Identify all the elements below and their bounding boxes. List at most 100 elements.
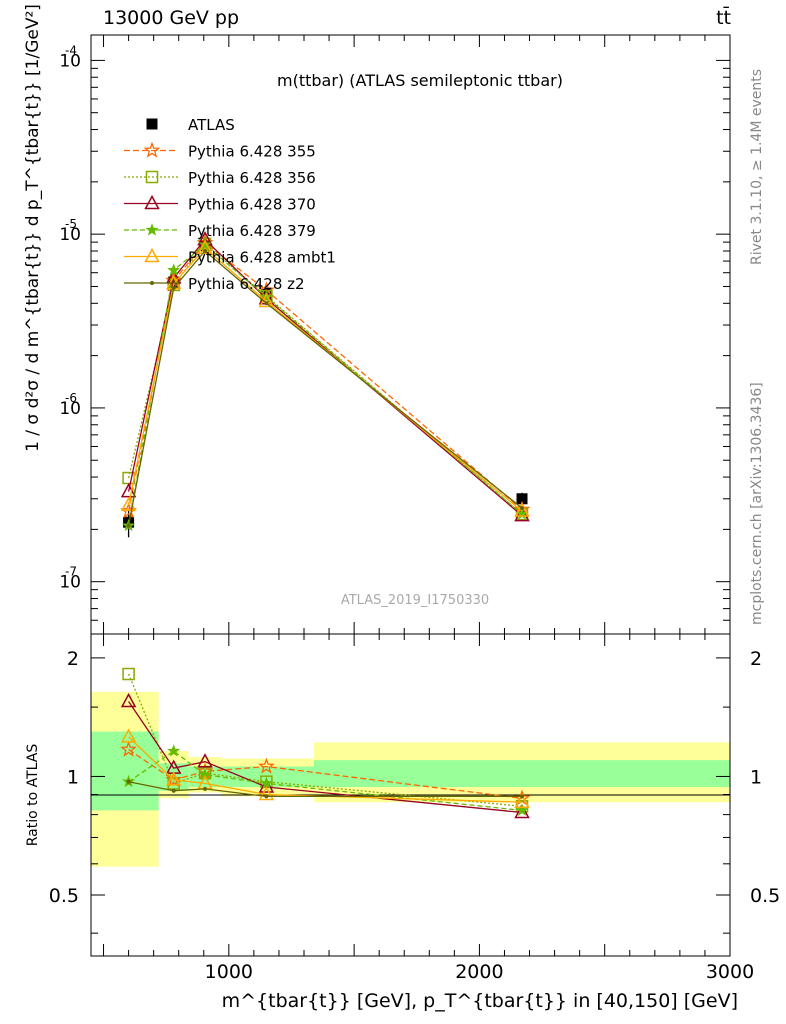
ratio-series-pythia-6-428-ambt1 bbox=[120, 728, 530, 808]
ratio-y-tick-label: 2 bbox=[67, 648, 79, 670]
data-point bbox=[171, 285, 176, 290]
legend-marker bbox=[150, 281, 154, 285]
x-tick-label: 2000 bbox=[455, 961, 503, 983]
data-point bbox=[167, 263, 181, 276]
main-y-tick-label: 10 bbox=[59, 399, 81, 419]
legend-marker bbox=[145, 170, 159, 184]
legend-entry: ATLAS bbox=[146, 116, 235, 134]
series-pythia-6-428-356 bbox=[122, 237, 529, 521]
uncertainty-band-inner bbox=[314, 760, 730, 788]
ratio-point bbox=[258, 757, 275, 774]
ratio-point bbox=[167, 744, 181, 757]
ratio-point bbox=[165, 771, 182, 786]
series-pythia-6-428-370 bbox=[120, 231, 530, 522]
legend-label: Pythia 6.428 ambt1 bbox=[188, 249, 336, 267]
x-tick-label: 1000 bbox=[205, 961, 253, 983]
legend-label: Pythia 6.428 356 bbox=[188, 169, 316, 187]
ratio-point bbox=[126, 779, 131, 784]
main-plot-frame bbox=[90, 34, 731, 635]
mcplots-label: mcplots.cern.ch [arXiv:1306.3436] bbox=[749, 382, 765, 625]
data-point bbox=[120, 496, 137, 512]
main-y-tick-label: 10 bbox=[59, 51, 81, 71]
ratio-point bbox=[122, 667, 135, 681]
data-point bbox=[203, 248, 208, 253]
ratio-line bbox=[128, 736, 523, 803]
main-y-tick-exponent: -5 bbox=[65, 217, 77, 231]
legend: ATLAS Pythia 6.428 355 Pythia 6.428 356 Pyt… bbox=[124, 116, 336, 293]
ratio-point bbox=[515, 803, 529, 816]
ratio-point bbox=[171, 788, 176, 793]
series-pythia-6-428-ambt1 bbox=[120, 239, 530, 517]
data-point bbox=[168, 276, 180, 288]
legend-marker bbox=[144, 194, 160, 210]
legend-entry: Pythia 6.428 z2 bbox=[124, 275, 305, 293]
legend-marker bbox=[143, 141, 161, 158]
x-axis-label: m^{tbar{t}} [GeV], p_T^{tbar{t}} in [40,… bbox=[222, 990, 738, 1012]
main-y-tick-label: 10 bbox=[59, 225, 81, 245]
main-y-tick-exponent: -6 bbox=[65, 391, 77, 405]
legend-label: ATLAS bbox=[188, 116, 235, 134]
legend-label: Pythia 6.428 379 bbox=[188, 222, 316, 240]
series-atlas bbox=[123, 240, 528, 538]
main-y-tick-label: 10 bbox=[59, 573, 81, 593]
rivet-version-label: Rivet 3.1.10, ≥ 1.4M events bbox=[749, 69, 765, 265]
ratio-y-tick-label-right: 0.5 bbox=[750, 885, 780, 907]
watermark: ATLAS_2019_I1750330 bbox=[341, 593, 489, 608]
ratio-point bbox=[120, 728, 137, 743]
uncertainty-band-inner bbox=[91, 731, 159, 811]
legend-marker bbox=[145, 223, 159, 236]
ratio-point bbox=[258, 778, 275, 793]
ratio-point bbox=[120, 740, 137, 757]
legend-label: Pythia 6.428 370 bbox=[188, 196, 316, 214]
data-point bbox=[126, 523, 131, 528]
main-plot-panel: 10-710-610-510-4 m(ttbar) (ATLAS semilep… bbox=[23, 4, 731, 635]
data-point bbox=[514, 507, 530, 522]
ratio-y-tick-label-right: 2 bbox=[750, 648, 762, 670]
header-process-label: tt̄ bbox=[716, 5, 731, 29]
data-point bbox=[514, 502, 530, 517]
data-point bbox=[516, 493, 528, 505]
ratio-point bbox=[514, 793, 530, 808]
ratio-line bbox=[128, 701, 523, 814]
ratio-series-pythia-6-428-z2 bbox=[126, 779, 525, 799]
ratio-point bbox=[258, 785, 275, 801]
main-y-tick-exponent: -7 bbox=[65, 565, 77, 579]
ratio-y-axis-label: Ratio to ATLAS bbox=[25, 744, 41, 847]
legend-label: Pythia 6.428 z2 bbox=[188, 275, 305, 293]
ratio-point bbox=[264, 794, 269, 799]
data-point bbox=[259, 290, 274, 303]
legend-marker bbox=[146, 118, 158, 130]
ratio-plot-panel: 0.5 0.5 1 1 2 2 1000 2000 3000 Ratio to ATLAS m^… bbox=[25, 633, 780, 1012]
data-point bbox=[520, 506, 525, 511]
legend-marker bbox=[144, 247, 160, 263]
ratio-point bbox=[197, 753, 213, 768]
legend-entry: Pythia 6.428 356 bbox=[124, 169, 316, 187]
ratio-point bbox=[514, 803, 530, 819]
main-y-axis-label: 1 / σ d²σ / d m^{tbar{t}} d p_T^{tbar{t}… bbox=[23, 4, 43, 452]
ratio-point bbox=[520, 794, 525, 799]
header-energy-label: 13000 GeV pp bbox=[103, 7, 239, 29]
legend-entry: Pythia 6.428 379 bbox=[124, 222, 316, 240]
data-point bbox=[197, 239, 213, 254]
legend-entry: Pythia 6.428 355 bbox=[124, 141, 316, 161]
ratio-series-pythia-6-428-370 bbox=[120, 692, 530, 819]
main-y-tick-exponent: -4 bbox=[65, 43, 77, 57]
series-pythia-6-428-379 bbox=[121, 237, 529, 532]
legend-entry: Pythia 6.428 370 bbox=[124, 194, 316, 214]
series-pythia-6-428-z2 bbox=[126, 248, 525, 528]
ratio-point bbox=[203, 786, 208, 791]
main-plot-title: m(ttbar) (ATLAS semileptonic ttbar) bbox=[277, 71, 563, 90]
ratio-point bbox=[120, 692, 137, 708]
ratio-y-tick-label: 0.5 bbox=[49, 885, 79, 907]
ratio-plot-frame bbox=[90, 633, 731, 957]
ratio-point bbox=[259, 776, 273, 790]
data-point bbox=[264, 301, 269, 306]
x-tick-label: 3000 bbox=[706, 961, 754, 983]
legend-label: Pythia 6.428 355 bbox=[188, 143, 316, 161]
legend-entry: Pythia 6.428 ambt1 bbox=[124, 247, 336, 267]
data-point bbox=[198, 237, 212, 251]
ratio-y-tick-label: 1 bbox=[67, 766, 79, 788]
ratio-line bbox=[128, 750, 523, 812]
ratio-y-tick-label-right: 1 bbox=[750, 766, 762, 788]
